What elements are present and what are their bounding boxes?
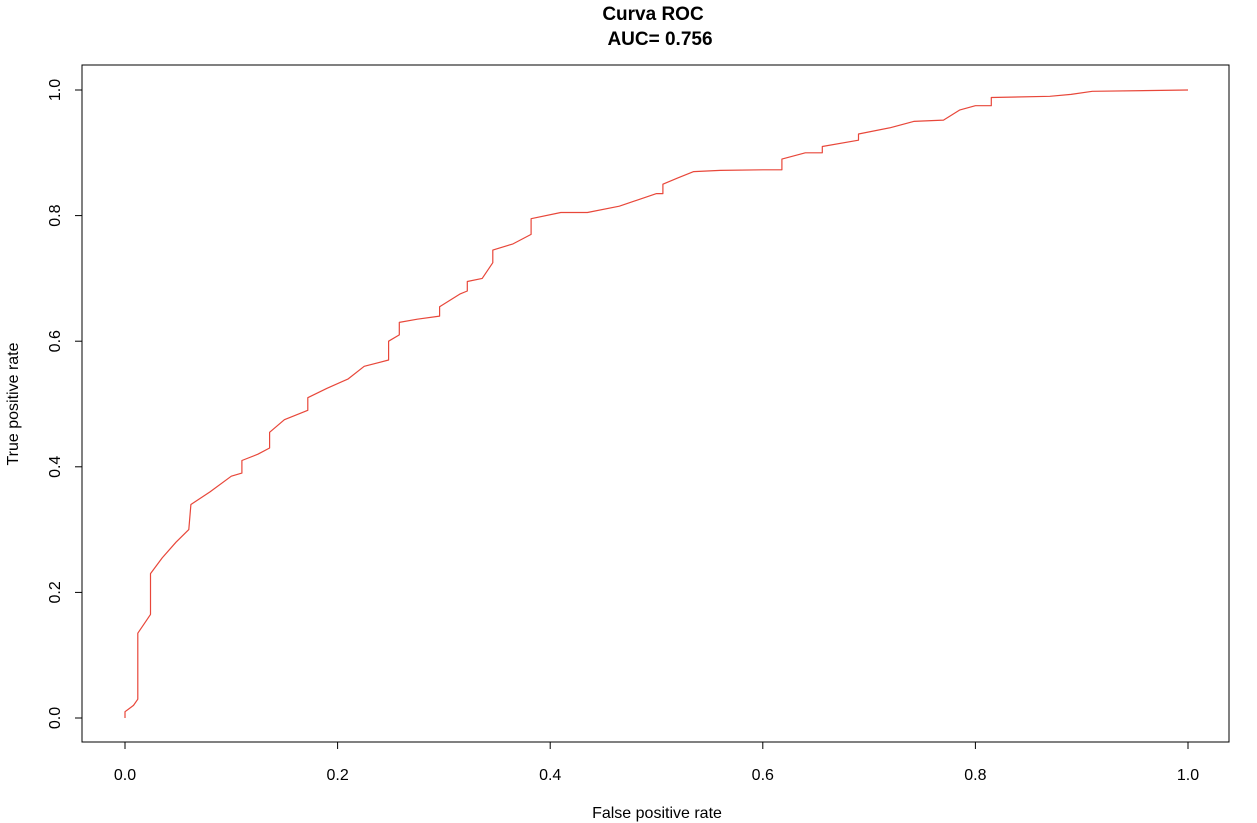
y-tick-label: 0.8 <box>47 204 64 226</box>
x-axis-label: False positive rate <box>592 805 722 822</box>
plot-frame <box>81 64 1230 743</box>
y-tick-label: 0.4 <box>47 456 64 478</box>
y-tick-label: 1.0 <box>47 79 64 101</box>
chart-subtitle: AUC= 0.756 <box>607 29 712 50</box>
x-tick-label: 0.8 <box>964 767 986 784</box>
chart-title: Curva ROC <box>602 4 704 25</box>
series-layer <box>124 89 1189 718</box>
y-tick-label: 0.2 <box>47 581 64 603</box>
y-axis-label: True positive rate <box>5 342 22 465</box>
y-tick-label: 0.6 <box>47 330 64 352</box>
x-tick-label: 0.6 <box>752 767 774 784</box>
x-tick-label: 1.0 <box>1177 767 1199 784</box>
y-tick-label: 0.0 <box>47 707 64 729</box>
x-axis: 0.0 0.2 0.4 0.6 0.8 1.0 <box>114 741 1199 784</box>
x-tick-label: 0.4 <box>539 767 561 784</box>
x-tick-label: 0.0 <box>114 767 136 784</box>
x-tick-label: 0.2 <box>326 767 348 784</box>
roc-curve-line <box>124 89 1189 718</box>
y-axis: 0.0 0.2 0.4 0.6 0.8 1.0 <box>47 79 83 729</box>
